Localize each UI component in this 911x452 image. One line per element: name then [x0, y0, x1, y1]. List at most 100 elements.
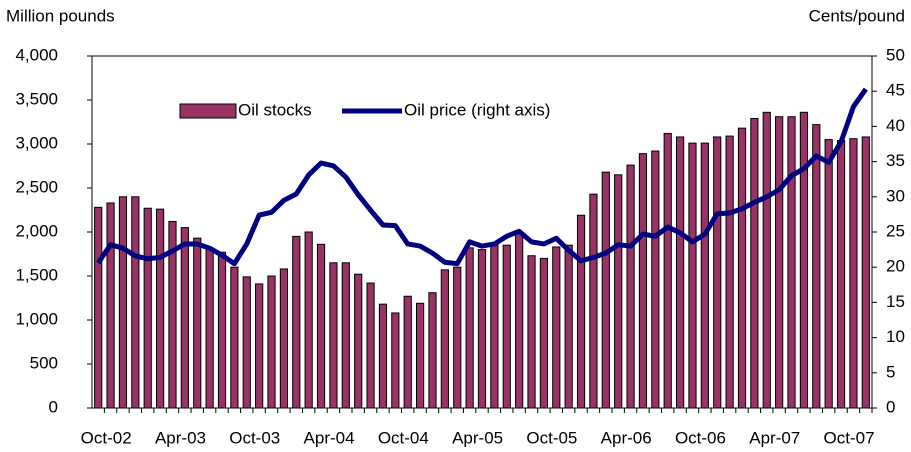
- bar: [750, 117, 759, 409]
- x-tick-label: Apr-04: [304, 428, 355, 447]
- bar: [193, 237, 202, 409]
- y2-tick-label: 25: [886, 221, 905, 240]
- bar: [651, 150, 660, 409]
- x-tick-label: Apr-03: [155, 428, 206, 447]
- legend-label: Oil price (right axis): [404, 100, 550, 119]
- bar: [341, 262, 350, 409]
- y2-tick-label: 35: [886, 151, 905, 170]
- bar: [292, 235, 301, 409]
- bar: [564, 244, 573, 409]
- bar: [626, 164, 635, 409]
- bar: [725, 135, 734, 409]
- bar: [440, 269, 449, 409]
- x-tick-label: Apr-07: [749, 428, 800, 447]
- bar: [428, 292, 437, 409]
- bar: [638, 153, 648, 409]
- bar: [700, 142, 709, 409]
- bar: [304, 231, 313, 409]
- bar: [490, 243, 499, 409]
- bar: [94, 206, 103, 409]
- bar: [713, 136, 722, 409]
- y2-tick-label: 15: [886, 292, 905, 311]
- legend-label: Oil stocks: [238, 100, 312, 119]
- bar: [836, 139, 846, 409]
- x-tick-label: Oct-02: [81, 428, 132, 447]
- bar: [502, 244, 511, 409]
- y-tick-label: 1,000: [15, 309, 58, 328]
- y2-tick-label: 10: [886, 327, 905, 346]
- bar: [762, 111, 771, 409]
- y-tick-label: 2,500: [15, 177, 58, 196]
- bar: [849, 138, 858, 409]
- bar: [539, 257, 549, 409]
- x-tick-label: Oct-04: [378, 428, 429, 447]
- bar: [242, 276, 251, 409]
- y-axis-label: Million pounds: [6, 6, 115, 25]
- bar: [737, 127, 747, 409]
- bar: [415, 302, 425, 409]
- bar: [403, 295, 412, 409]
- legend-swatch: [179, 103, 237, 119]
- bar: [118, 196, 128, 409]
- bar: [316, 243, 326, 409]
- bar: [589, 193, 598, 409]
- y-tick-label: 500: [30, 353, 58, 372]
- bar: [477, 249, 487, 409]
- bar: [106, 202, 115, 409]
- bar: [366, 282, 375, 409]
- x-tick-label: Oct-07: [824, 428, 875, 447]
- y-tick-label: 4,000: [15, 45, 58, 64]
- bar: [576, 214, 586, 409]
- bar: [799, 111, 809, 409]
- bar: [861, 136, 870, 409]
- y-tick-label: 2,000: [15, 221, 58, 240]
- bar: [812, 124, 821, 409]
- bar: [688, 142, 697, 409]
- bar: [663, 132, 672, 409]
- bar: [601, 171, 610, 409]
- bar: [527, 255, 536, 409]
- bar: [131, 196, 140, 409]
- bar: [453, 266, 462, 409]
- y2-tick-label: 40: [886, 116, 905, 135]
- bar: [267, 275, 276, 409]
- bar: [255, 283, 264, 409]
- x-tick-label: Apr-05: [452, 428, 503, 447]
- bar: [775, 116, 784, 409]
- bar: [391, 312, 400, 409]
- y2-tick-label: 45: [886, 81, 905, 100]
- x-tick-label: Apr-06: [601, 428, 652, 447]
- y2-tick-label: 0: [886, 397, 895, 416]
- x-tick-label: Oct-05: [526, 428, 577, 447]
- bar: [354, 273, 363, 409]
- bar: [329, 262, 338, 409]
- bar: [279, 268, 289, 409]
- bar: [217, 251, 227, 409]
- y2-tick-label: 20: [886, 257, 905, 276]
- x-tick-label: Oct-03: [229, 428, 280, 447]
- bar: [465, 247, 474, 409]
- bar: [230, 266, 239, 409]
- bar: [675, 136, 685, 409]
- bar: [787, 116, 796, 409]
- y-tick-label: 3,500: [15, 89, 58, 108]
- y2-tick-label: 5: [886, 362, 895, 381]
- price-line: [96, 87, 868, 267]
- y2-tick-label: 30: [886, 186, 905, 205]
- y2-tick-label: 50: [886, 45, 905, 64]
- bar: [824, 139, 833, 409]
- y-tick-label: 1,500: [15, 265, 58, 284]
- y-tick-label: 0: [49, 397, 58, 416]
- bar: [614, 174, 623, 409]
- bar: [552, 246, 561, 409]
- y-tick-label: 3,000: [15, 133, 58, 152]
- bar: [143, 207, 152, 409]
- bar: [378, 303, 388, 409]
- y2-axis-label: Cents/pound: [809, 6, 905, 25]
- bar: [205, 249, 214, 409]
- bar: [155, 208, 165, 409]
- bar: [180, 227, 189, 409]
- bar: [515, 232, 524, 409]
- x-tick-label: Oct-06: [675, 428, 726, 447]
